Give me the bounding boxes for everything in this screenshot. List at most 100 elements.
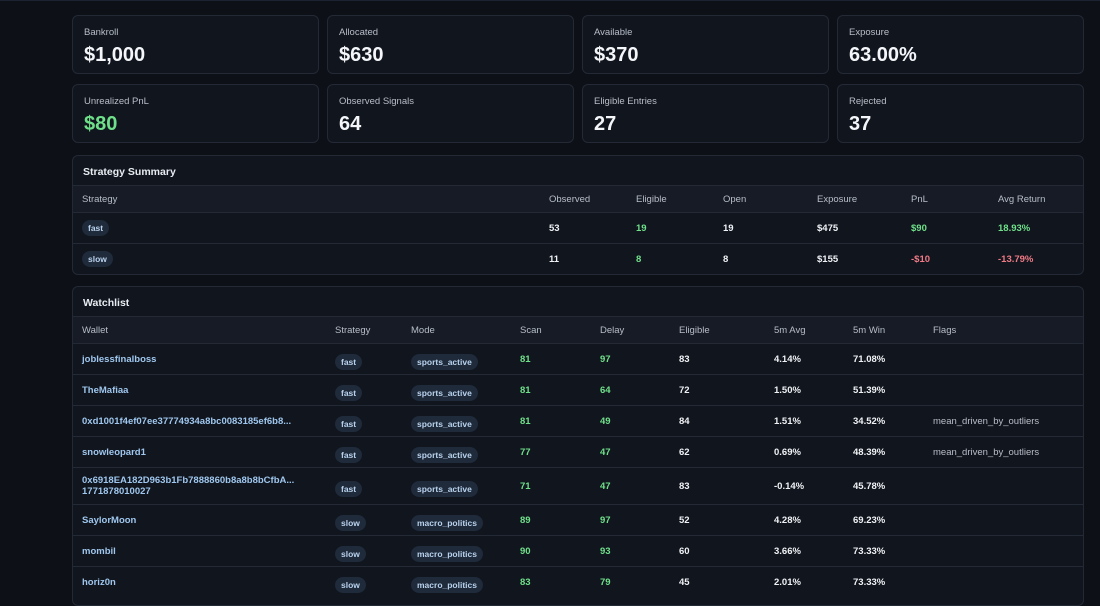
watchlist-row: mombil slow macro_politics 90 93 60 3.66% 73.33…	[73, 535, 1083, 567]
cell: slow	[326, 566, 402, 597]
column-header: Mode	[402, 317, 511, 344]
column-header: Observed	[540, 186, 627, 213]
cell: 53	[540, 212, 627, 244]
cell: 19	[714, 212, 808, 244]
flag-text: mean_driven_by_outliers	[933, 415, 1040, 427]
stat-label: Unrealized PnL	[84, 96, 149, 107]
cell: 8	[627, 243, 714, 274]
watchlist-row: horiz0n slow macro_politics 83 79 45 2.01% 73.3…	[73, 566, 1083, 597]
cell: 83	[670, 467, 765, 505]
cell: 97	[591, 343, 670, 375]
cell: 49	[591, 405, 670, 437]
cell: 4.28%	[765, 504, 844, 536]
column-header: PnL	[902, 186, 989, 213]
mode-pill: sports_active	[411, 353, 478, 370]
cell: macro_politics	[402, 566, 511, 597]
strategy-pill: slow	[82, 251, 113, 267]
stat-card: Unrealized PnL $80	[72, 84, 319, 143]
cell: fast	[326, 374, 402, 406]
stat-label: Eligible Entries	[594, 96, 657, 107]
cell: 4.14%	[765, 343, 844, 375]
stat-label: Rejected	[849, 96, 887, 107]
cell: 45	[670, 566, 765, 597]
strategy-summary: Strategy Summary Strategy Observed Eligibl…	[72, 155, 1084, 275]
wallet-id: 1771878010027	[82, 486, 151, 497]
mode-pill: macro_politics	[411, 514, 483, 531]
wallet-name: 0xd1001f4ef07ee37774934a8bc0083185ef6b8.…	[82, 415, 292, 427]
strategy-pill: fast	[335, 446, 363, 463]
strategy-pill: fast	[335, 415, 363, 432]
mode-pill: macro_politics	[411, 545, 483, 562]
cell: 8	[714, 243, 808, 274]
column-header: 5m Win	[844, 317, 924, 344]
cell: fast	[73, 212, 540, 244]
panel-title: Watchlist	[73, 287, 1083, 317]
column-header: Eligible	[670, 317, 765, 344]
cell: 77	[511, 436, 591, 468]
cell: -13.79%	[989, 243, 1083, 274]
cell: 1.51%	[765, 405, 844, 437]
stat-label: Observed Signals	[339, 96, 414, 107]
column-header: 5m Avg	[765, 317, 844, 344]
column-header: Exposure	[808, 186, 902, 213]
stat-label: Bankroll	[84, 27, 119, 38]
cell: 81	[511, 405, 591, 437]
strategy-pill: fast	[335, 480, 363, 497]
cell: 2.01%	[765, 566, 844, 597]
stat-card: Allocated $630	[327, 15, 574, 74]
panel-title: Strategy Summary	[73, 156, 1083, 186]
mode-pill: sports_active	[411, 384, 478, 401]
column-header: Flags	[924, 317, 1083, 344]
watchlist-table: Wallet Strategy Mode Scan Delay Eligible 5m Av…	[73, 317, 1083, 597]
cell: 93	[591, 535, 670, 567]
stat-value: 37	[849, 113, 872, 135]
stat-card: Available $370	[582, 15, 829, 74]
cell: 51.39%	[844, 374, 924, 406]
cell: 83	[670, 343, 765, 375]
cell	[924, 566, 1083, 597]
summary-row: slow 11 8 8 $155 -$10 -13.79%	[73, 243, 1083, 274]
cell: 64	[591, 374, 670, 406]
strategy-pill: slow	[335, 545, 366, 562]
cell	[924, 374, 1083, 406]
cell: 81	[511, 374, 591, 406]
cell: TheMafiaa	[73, 374, 326, 406]
header-row: Wallet Strategy Mode Scan Delay Eligible 5m Av…	[73, 317, 1083, 344]
summary-row: fast 53 19 19 $475 $90 18.93%	[73, 212, 1083, 244]
watchlist-row: SaylorMoon slow macro_politics 89 97 52 4.28% 6…	[73, 504, 1083, 536]
cell: 0xd1001f4ef07ee37774934a8bc0083185ef6b8.…	[73, 405, 326, 437]
cell: mean_driven_by_outliers	[924, 436, 1083, 468]
wallet-name: mombil	[82, 545, 116, 557]
cell: sports_active	[402, 405, 511, 437]
cell: 0x6918EA182D963b1Fb7888860b8a8b8bCfbA...…	[73, 467, 326, 505]
cell: 73.33%	[844, 566, 924, 597]
mode-pill: sports_active	[411, 446, 478, 463]
cell: 60	[670, 535, 765, 567]
cell	[924, 467, 1083, 505]
flag-text: mean_driven_by_outliers	[933, 446, 1040, 458]
cell: 45.78%	[844, 467, 924, 505]
cell	[924, 535, 1083, 567]
stat-row: Bankroll $1,000 Allocated $630 Available $370…	[72, 15, 1084, 74]
stat-value: 27	[594, 113, 617, 135]
wallet-name: 0x6918EA182D963b1Fb7888860b8a8b8bCfbA...	[82, 475, 295, 486]
cell: 47	[591, 467, 670, 505]
cell: 62	[670, 436, 765, 468]
cell: $90	[902, 212, 989, 244]
strategy-pill: fast	[82, 220, 110, 236]
cell: sports_active	[402, 436, 511, 468]
cell: $155	[808, 243, 902, 274]
cell: slow	[73, 243, 540, 274]
summary-table: Strategy Observed Eligible Open Exposure PnL A…	[73, 186, 1083, 274]
cell: snowleopard1	[73, 436, 326, 468]
stat-label: Exposure	[849, 27, 890, 38]
cell: 83	[511, 566, 591, 597]
cell: slow	[326, 535, 402, 567]
stat-card: Exposure 63.00%	[837, 15, 1084, 74]
mode-pill: sports_active	[411, 480, 478, 497]
cell: -$10	[902, 243, 989, 274]
cell: 89	[511, 504, 591, 536]
stat-card: Eligible Entries 27	[582, 84, 829, 143]
stat-card: Rejected 37	[837, 84, 1084, 143]
